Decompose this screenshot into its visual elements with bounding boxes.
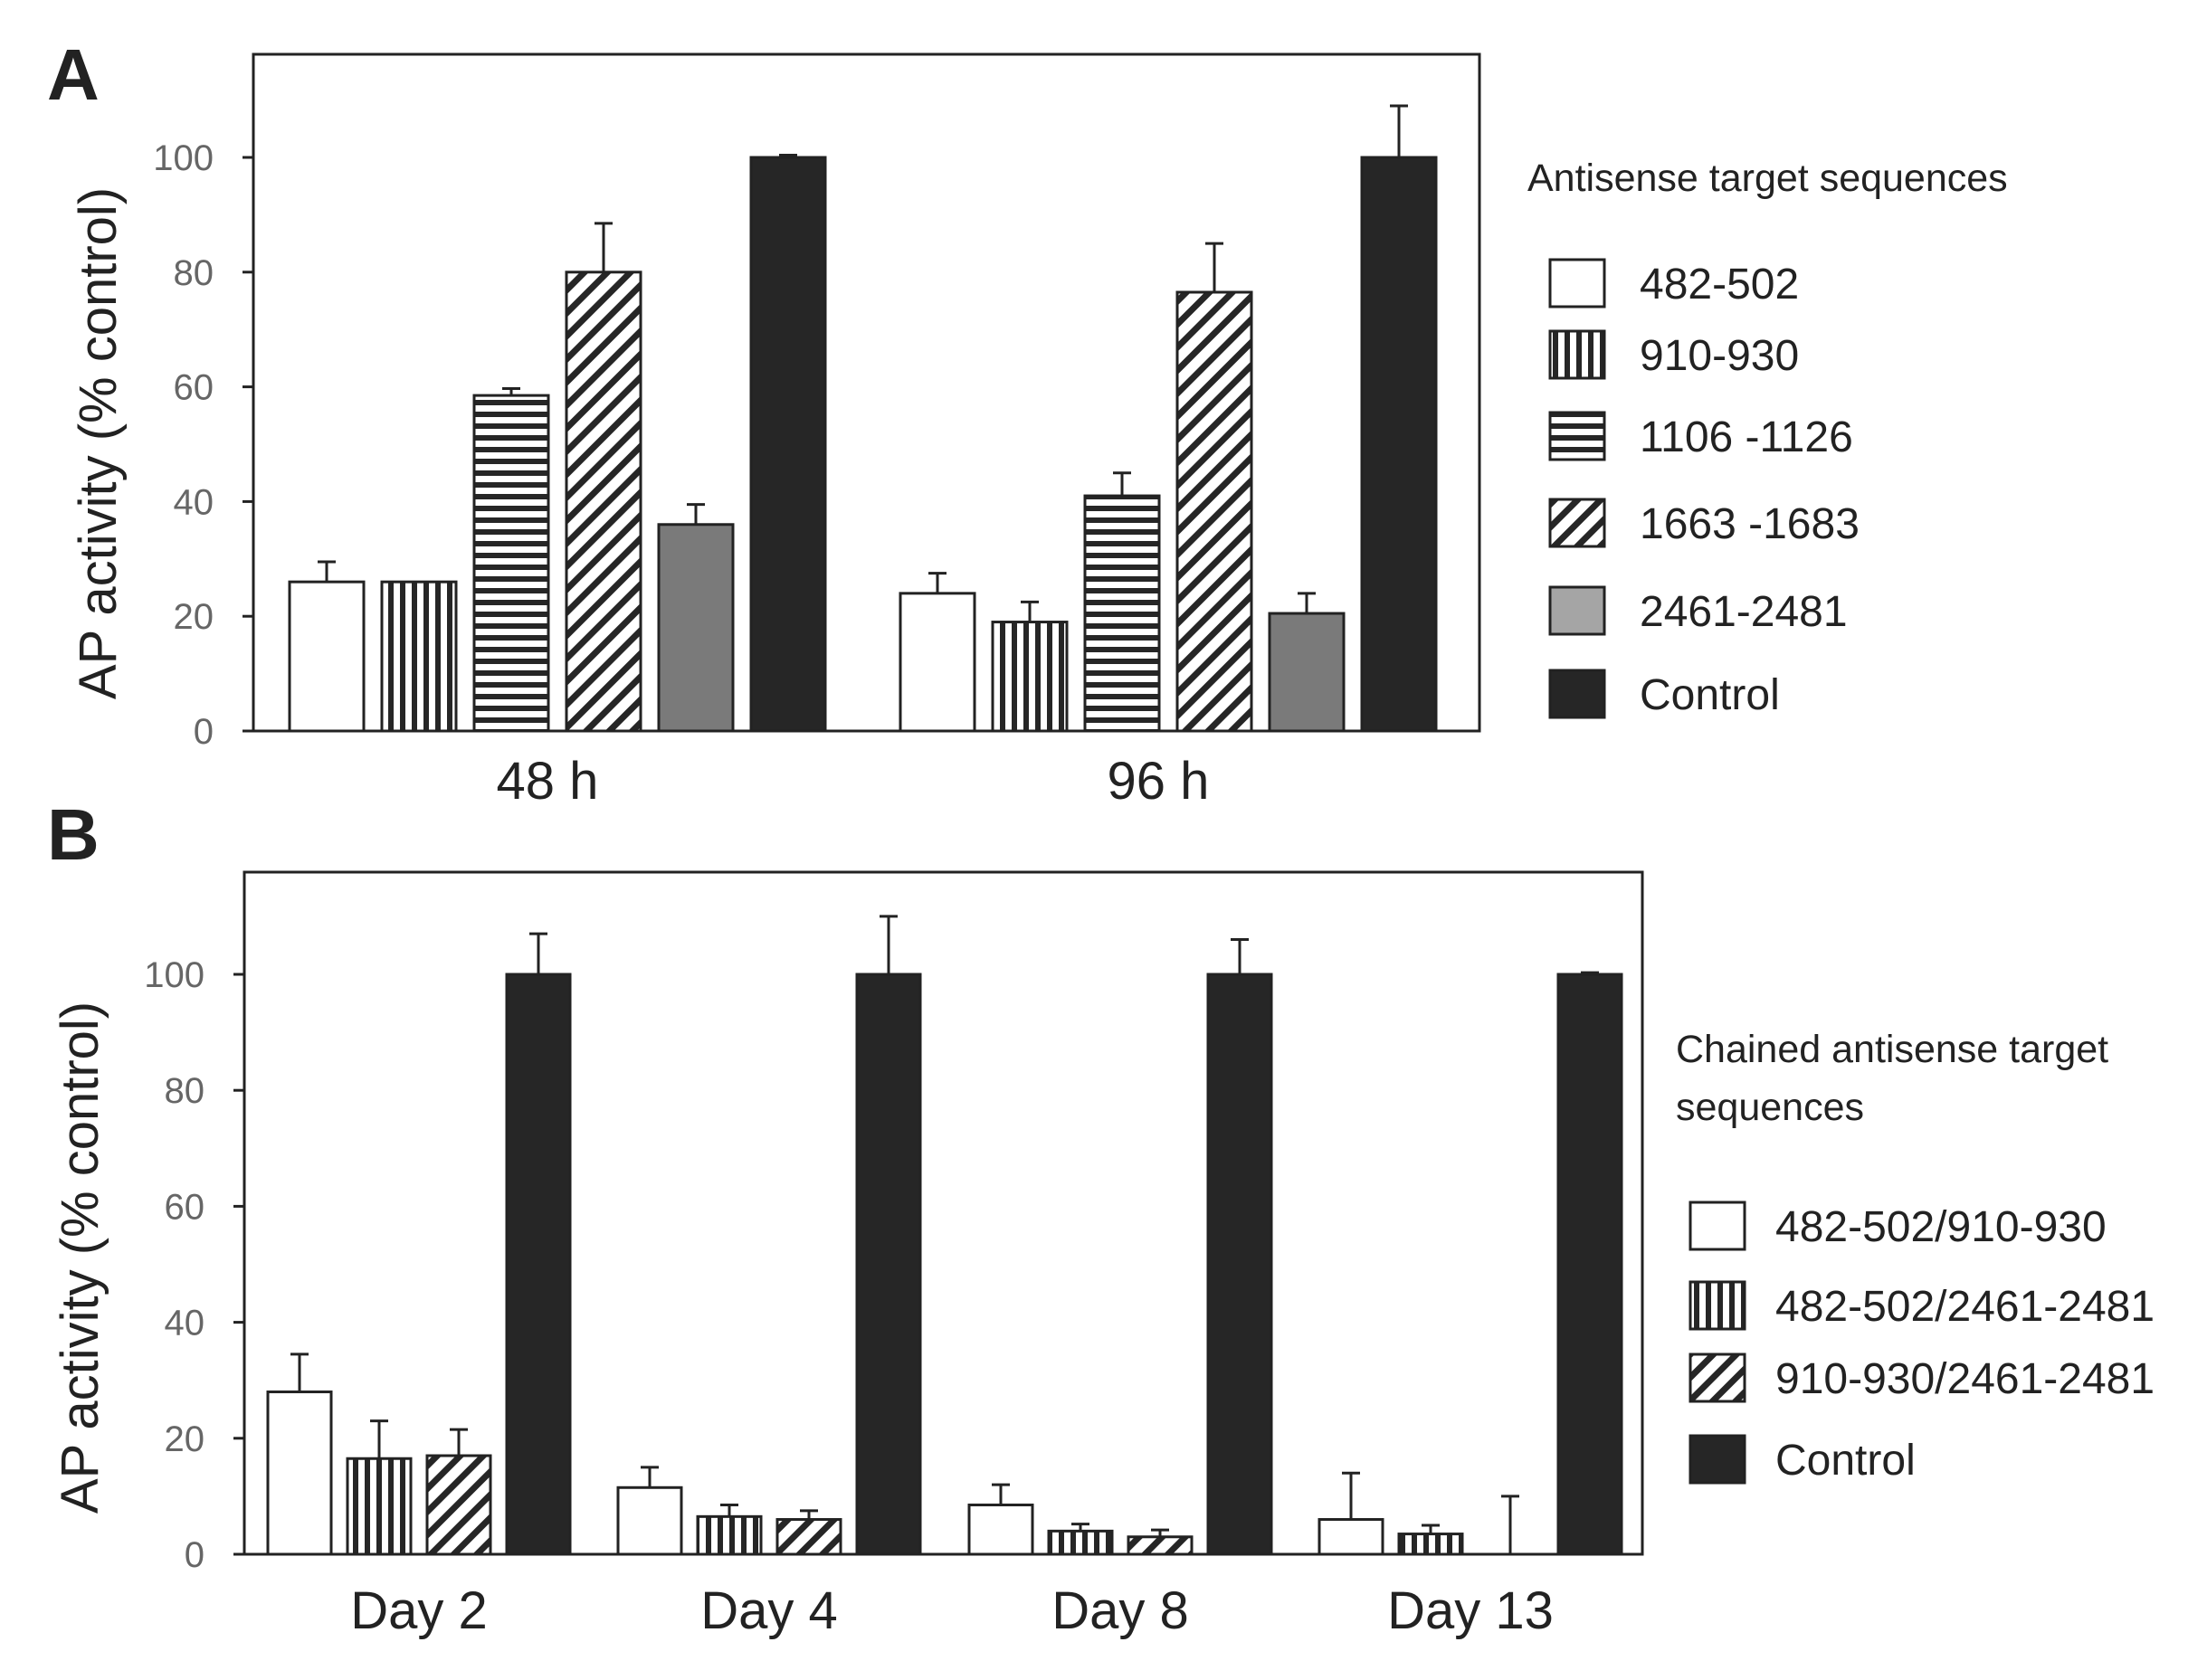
panel-a-category-label: 48 h bbox=[497, 752, 599, 811]
panel-a-legend-label: 1663 -1683 bbox=[1640, 500, 1860, 548]
panel-b-legend-swatch-diagonal bbox=[1689, 1353, 1746, 1403]
panel-a-bar-black bbox=[749, 156, 827, 733]
panel-a-bar-gray bbox=[1268, 612, 1346, 733]
panel-a-letter: A bbox=[47, 34, 100, 115]
panel-b-y-tick-label: 40 bbox=[165, 1304, 205, 1343]
panel-b-bar-diagonal bbox=[425, 1454, 492, 1556]
panel-b-bar-white bbox=[616, 1485, 683, 1556]
panel-a-category-label: 96 h bbox=[1108, 752, 1210, 811]
panel-b-bar-diagonal bbox=[775, 1518, 842, 1556]
panel-a-y-tick-label: 40 bbox=[174, 482, 214, 522]
panel-b-letter: B bbox=[47, 794, 100, 875]
panel-a-y-tick-label: 60 bbox=[174, 368, 214, 408]
panel-a-bar-diagonal bbox=[565, 271, 642, 733]
panel-b-category-label: Day 13 bbox=[1387, 1581, 1554, 1640]
panel-a-bar-horizontal bbox=[472, 394, 550, 733]
panel-a-legend-label: 2461-2481 bbox=[1640, 588, 1848, 636]
panel-b-bar-white bbox=[266, 1391, 333, 1556]
panel-a-bar-gray bbox=[657, 523, 735, 733]
panel-b-bar-vertical bbox=[346, 1457, 413, 1556]
panel-b-y-tick-label: 100 bbox=[144, 955, 205, 995]
panel-b-legend-label: Control bbox=[1775, 1437, 1916, 1485]
panel-a-legend-swatch-black bbox=[1548, 669, 1606, 719]
panel-a-bar-diagonal bbox=[1175, 290, 1253, 733]
panel-a-legend-swatch-horizontal bbox=[1548, 411, 1606, 461]
panel-b-y-tick-label: 80 bbox=[165, 1071, 205, 1111]
panel-b: B AP activity (% control) 0 20 40 60 80 100 D… bbox=[47, 794, 2155, 1640]
panel-b-legend-swatch-black bbox=[1689, 1434, 1746, 1485]
panel-a-legend-swatch-gray bbox=[1548, 585, 1606, 636]
panel-a-y-tick-label: 100 bbox=[153, 138, 214, 178]
panel-a-bar-vertical bbox=[380, 580, 458, 733]
panel-b-bar-black bbox=[1206, 973, 1273, 1556]
panel-b-bar-black bbox=[505, 973, 572, 1556]
panel-b-legend-swatch-white bbox=[1689, 1201, 1746, 1251]
panel-b-bar-diagonal bbox=[1127, 1535, 1194, 1556]
panel-a-bar-vertical bbox=[991, 621, 1069, 733]
panel-b-bar-vertical bbox=[1047, 1529, 1114, 1556]
panel-a-legend-swatch-white bbox=[1548, 258, 1606, 308]
panel-b-bar-vertical bbox=[1397, 1533, 1464, 1556]
panel-a-y-tick-label: 0 bbox=[194, 712, 214, 752]
panel-b-frame bbox=[243, 870, 1644, 1556]
panel-b-y-tick-label: 60 bbox=[165, 1187, 205, 1227]
panel-a-legend-swatch-vertical bbox=[1548, 329, 1606, 380]
panel-b-bar-black bbox=[1556, 973, 1623, 1556]
panel-b-category-label: Day 4 bbox=[700, 1581, 838, 1640]
panel-a-legend-swatch-diagonal bbox=[1548, 498, 1606, 548]
panel-b-category-label: Day 2 bbox=[350, 1581, 488, 1640]
panel-a-legend-label: 482-502 bbox=[1640, 261, 1799, 308]
panel-a-legend-label: Control bbox=[1640, 671, 1780, 719]
panel-a: A AP activity (% control) 0 20 40 60 80 100 4… bbox=[47, 34, 2008, 811]
panel-b-legend-label: 910-930/2461-2481 bbox=[1775, 1355, 2155, 1403]
panel-a-y-tick-label: 20 bbox=[174, 597, 214, 637]
panel-b-bars bbox=[266, 915, 1623, 1556]
panel-b-y-tick-label: 20 bbox=[165, 1419, 205, 1459]
panel-a-bar-horizontal bbox=[1083, 494, 1161, 733]
panel-a-bar-white bbox=[899, 592, 976, 733]
panel-a-ylabel: AP activity (% control) bbox=[69, 187, 128, 699]
panel-b-y-ticks: 0 20 40 60 80 100 bbox=[144, 955, 244, 1575]
panel-b-legend-title-line-1: Chained antisense target bbox=[1676, 1028, 2108, 1071]
panel-b-legend-label: 482-502/2461-2481 bbox=[1775, 1283, 2155, 1331]
panel-a-legend-label: 910-930 bbox=[1640, 332, 1799, 380]
panel-b-y-tick-label: 0 bbox=[185, 1535, 205, 1575]
panel-b-category-label: Day 8 bbox=[1051, 1581, 1189, 1640]
panel-b-categories: Day 2 Day 4 Day 8 Day 13 bbox=[350, 1581, 1554, 1640]
panel-b-legend: 482-502/910-930 482-502/2461-2481 910-930/… bbox=[1689, 1201, 2155, 1485]
panel-a-bars bbox=[288, 104, 1438, 733]
panel-b-bar-white bbox=[967, 1504, 1034, 1556]
panel-a-legend: 482-502 910-930 1106 -1126 1663 -1683 2461-2… bbox=[1548, 258, 1860, 719]
panel-b-legend-title-line-2: sequences bbox=[1676, 1086, 1864, 1129]
panel-b-legend-label: 482-502/910-930 bbox=[1775, 1203, 2107, 1251]
panel-b-bar-white bbox=[1318, 1518, 1384, 1556]
panel-a-y-ticks: 0 20 40 60 80 100 bbox=[153, 138, 253, 752]
panel-a-frame bbox=[252, 52, 1481, 733]
panel-a-bar-white bbox=[288, 580, 366, 733]
panel-b-bar-black bbox=[855, 973, 922, 1556]
panel-a-bar-black bbox=[1360, 156, 1438, 733]
panel-b-legend-swatch-vertical bbox=[1689, 1280, 1746, 1331]
panel-a-legend-title: Antisense target sequences bbox=[1527, 157, 2008, 200]
panel-b-ylabel: AP activity (% control) bbox=[51, 1001, 109, 1514]
panel-b-bar-vertical bbox=[696, 1514, 763, 1556]
panel-a-y-tick-label: 80 bbox=[174, 253, 214, 293]
panel-a-categories: 48 h 96 h bbox=[497, 752, 1210, 811]
panel-a-legend-label: 1106 -1126 bbox=[1640, 413, 1853, 461]
